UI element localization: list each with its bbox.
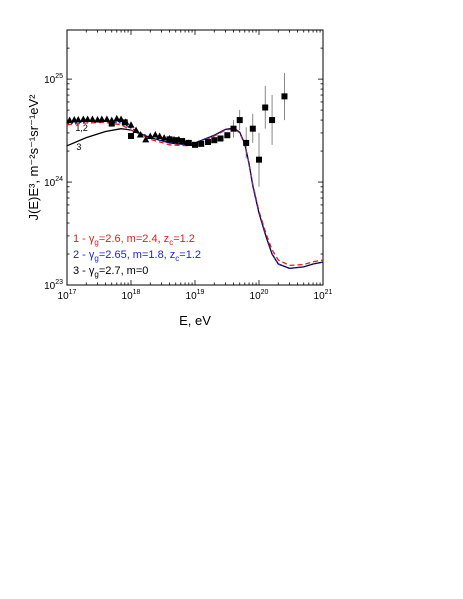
legend-entry-1: 1 - γg=2.6, m=2.4, zc=1.2	[73, 233, 195, 247]
square-marker	[121, 119, 128, 126]
y-tick-label: 1024	[44, 176, 63, 189]
square-marker	[256, 156, 262, 163]
square-marker	[192, 141, 198, 148]
triangle-marker	[98, 115, 106, 122]
x-tick-label: 1020	[250, 289, 269, 302]
legend-entry-3: 3 - γg=2.7, m=0	[73, 265, 148, 279]
y-axis-title: J(E)E³, m⁻²s⁻¹sr⁻¹eV²	[26, 94, 41, 221]
plot-frame	[66, 29, 324, 286]
x-axis-title: E, eV	[179, 313, 211, 328]
square-marker	[243, 139, 250, 146]
series-lines	[66, 119, 324, 270]
square-marker	[205, 138, 212, 145]
curve-label: 3	[76, 142, 81, 152]
data-markers	[66, 93, 288, 163]
square-marker	[108, 120, 115, 127]
triangle-marker	[156, 132, 164, 140]
square-marker	[198, 140, 205, 147]
error-bars	[233, 72, 285, 187]
curve-label: 1,2	[75, 123, 88, 133]
square-marker	[230, 125, 237, 132]
triangle-marker	[127, 121, 135, 128]
square-marker	[281, 93, 288, 100]
plot-frame	[66, 29, 324, 286]
x-tick-label: 1019	[186, 289, 205, 302]
square-marker	[224, 132, 231, 139]
triangle-marker	[84, 115, 92, 122]
axis-titles: E, eV J(E)E³, m⁻²s⁻¹sr⁻¹eV²	[26, 94, 211, 328]
triangle-marker	[74, 116, 82, 123]
triangle-marker	[103, 115, 111, 122]
triangle-marker	[113, 114, 121, 122]
square-marker	[179, 138, 186, 145]
square-marker	[172, 137, 179, 144]
triangle-marker	[151, 130, 159, 138]
square-marker	[128, 133, 134, 140]
axis-ticks	[66, 30, 323, 286]
y-tick-label: 1023	[44, 279, 63, 292]
square-marker	[249, 125, 256, 132]
x-tick-label: 1017	[58, 289, 77, 302]
square-marker	[166, 136, 173, 143]
square-marker	[262, 104, 269, 111]
square-marker	[185, 139, 192, 146]
series-line-3	[66, 127, 324, 270]
series-line-1	[66, 121, 324, 267]
triangle-marker	[88, 115, 96, 122]
triangle-marker	[136, 130, 144, 138]
legend-entry-2: 2 - γg=2.65, m=1.8, zc=1.2	[73, 249, 201, 263]
y-tick-label: 1025	[44, 73, 63, 86]
square-marker	[211, 137, 218, 144]
square-marker	[236, 117, 243, 124]
triangle-marker	[160, 134, 168, 141]
square-marker	[269, 117, 276, 124]
x-tick-label: 1018	[122, 289, 141, 302]
triangle-marker	[142, 135, 150, 143]
tick-labels: 1017 1018 1019 1020 1021 1023 1024 1025 1,2 3	[44, 73, 332, 302]
square-marker	[217, 135, 224, 142]
legend: 1 - γg=2.6, m=2.4, zc=1.2 2 - γg=2.65, m=…	[73, 233, 201, 279]
x-tick-label: 1021	[314, 289, 333, 302]
triangle-marker	[132, 126, 140, 134]
